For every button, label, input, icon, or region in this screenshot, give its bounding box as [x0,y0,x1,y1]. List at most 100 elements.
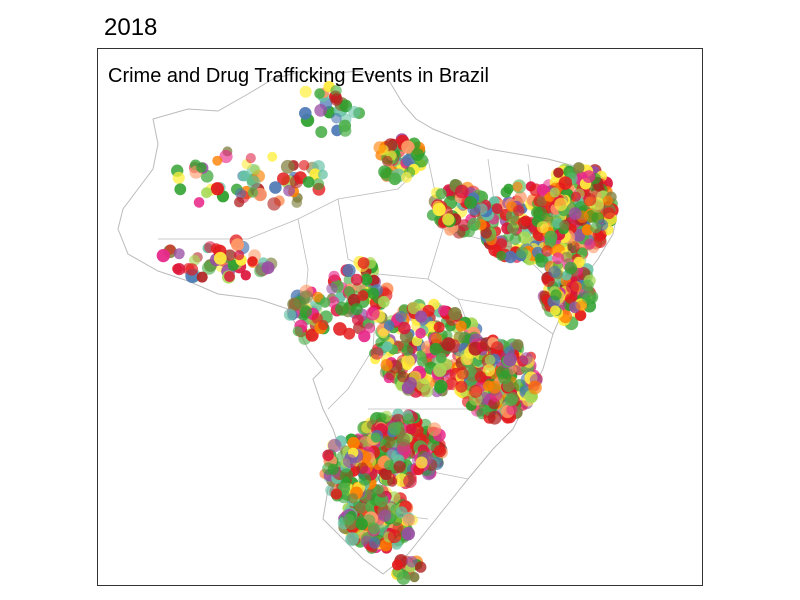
brazil-map [117,70,619,585]
event-point [364,322,376,334]
event-point [392,559,403,571]
event-point [317,169,328,180]
event-point [448,307,462,321]
event-point [299,107,312,120]
event-point [436,352,447,364]
event-point [314,88,325,99]
event-point [533,206,548,221]
event-point [378,328,389,339]
event-point [331,113,342,124]
event-point [330,85,342,97]
event-point [333,322,347,336]
event-point [201,187,212,199]
event-point [210,243,222,254]
event-point [482,364,496,377]
event-point [354,502,366,514]
event-point [247,256,258,267]
event-point [380,359,393,372]
event-point [415,561,427,573]
event-point [327,438,342,453]
event-point [224,271,235,282]
event-point [504,250,517,264]
event-point [269,181,282,194]
event-point [339,468,354,482]
event-point [433,445,446,458]
event-point [407,301,421,315]
event-point [602,195,614,206]
event-point [238,170,250,182]
event-point [250,164,261,175]
event-point [415,456,428,469]
event-point [455,320,467,332]
event-point [342,263,356,278]
event-point [280,159,295,174]
event-point [467,217,481,231]
event-point [495,238,508,250]
event-point [432,202,446,217]
event-point [343,513,355,526]
event-point [299,85,312,98]
event-point [173,248,185,260]
event-point [292,326,303,337]
event-point [172,171,185,184]
event-point [536,183,549,196]
event-point [312,291,324,303]
event-point [585,209,599,224]
event-point [382,155,393,167]
event-point [474,371,487,383]
event-point [553,167,564,178]
event-point [550,289,562,301]
event-point [373,141,387,154]
event-point [401,140,415,154]
event-point [458,219,471,232]
event-point [453,331,465,343]
event-point [347,436,360,450]
event-point [185,263,199,276]
event-point [330,488,342,500]
event-point [405,423,417,435]
event-point [388,422,401,436]
event-point [536,196,547,207]
event-point [406,556,418,568]
event-point [376,412,387,423]
event-point [382,341,393,352]
event-point [561,251,573,263]
event-point [328,270,340,282]
event-point [401,344,414,357]
event-point [583,193,597,207]
event-point [212,155,223,166]
event-point [322,449,334,462]
event-point [360,273,373,286]
event-point [514,191,527,204]
event-point [396,432,411,447]
event-point [267,151,278,162]
event-points [156,81,619,585]
event-point [512,181,523,192]
event-point [581,224,593,236]
event-point [393,460,406,473]
event-point [356,462,369,475]
event-point [219,149,233,164]
event-point [488,380,501,394]
event-point [227,259,239,271]
event-point [355,518,368,531]
event-point [542,274,555,287]
event-point [559,220,570,231]
event-point [402,413,415,426]
event-point [554,197,568,212]
event-point [500,186,512,198]
event-point [387,529,402,543]
event-point [434,379,448,394]
event-point [438,305,449,317]
event-point [283,308,297,321]
event-point [378,509,392,522]
event-point [234,197,245,208]
event-point [566,281,580,294]
event-point [387,476,398,487]
event-point [384,460,395,471]
event-point [534,253,545,264]
event-point [261,261,275,275]
event-point [298,160,310,171]
event-point [342,454,357,469]
event-point [302,176,315,188]
